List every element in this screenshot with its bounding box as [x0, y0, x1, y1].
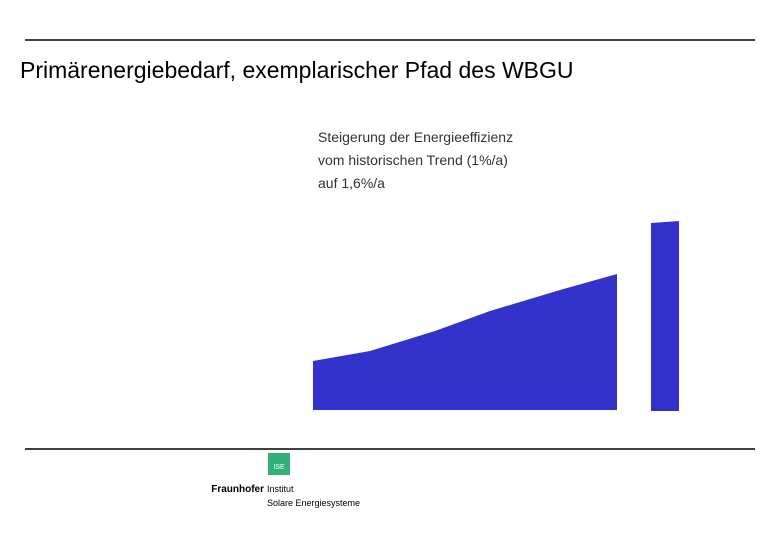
logo-badge-text: ISE — [273, 464, 285, 471]
annotation-line: auf 1,6%/a — [318, 175, 385, 191]
demand-bar — [651, 221, 679, 411]
logo-line: Solare Energiesysteme — [267, 498, 360, 508]
demand-area — [313, 274, 617, 410]
logo-line: Institut — [267, 484, 294, 494]
logo-badge — [268, 453, 290, 475]
annotation-line: vom historischen Trend (1%/a) — [318, 152, 508, 168]
annotation-line: Steigerung der Energieeffizienz — [318, 129, 513, 145]
slide-title: Primärenergiebedarf, exemplarischer Pfad… — [20, 57, 574, 83]
logo-name: Fraunhofer — [211, 484, 264, 495]
